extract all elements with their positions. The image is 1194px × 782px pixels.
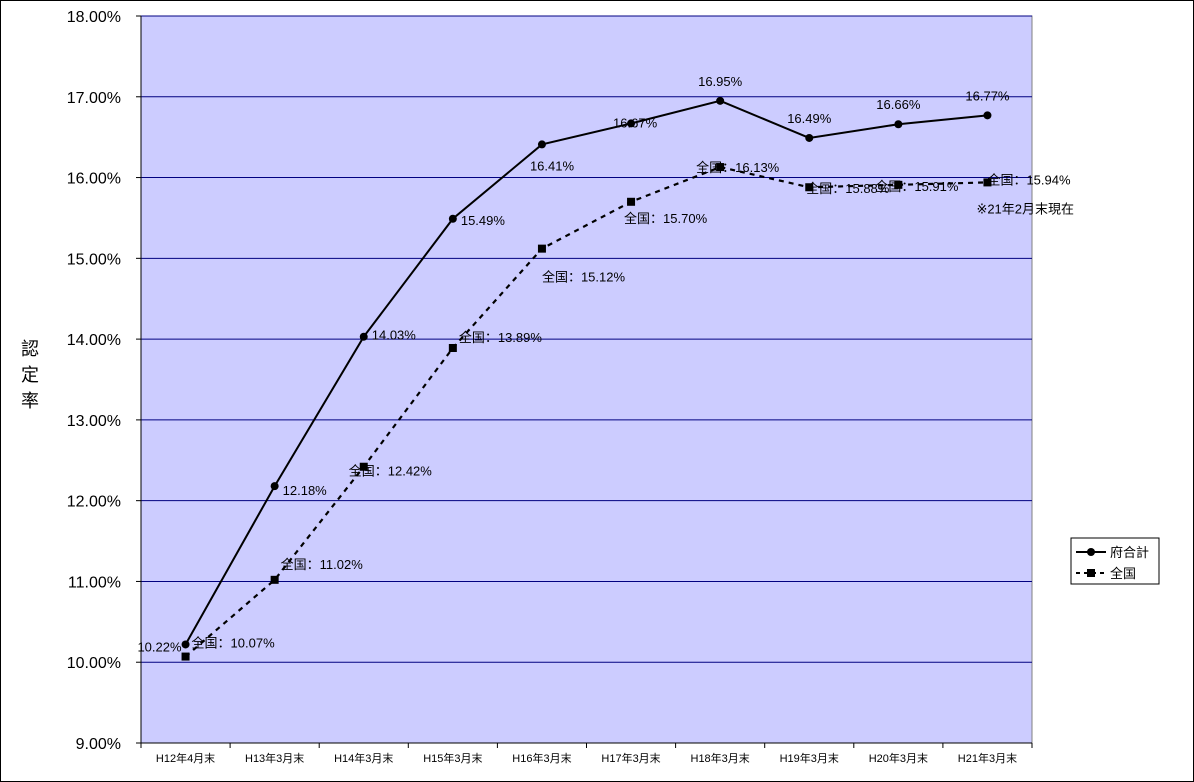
x-tick-label: H16年3月末 [512, 751, 571, 765]
data-label: 全国：15.94% [987, 172, 1071, 187]
data-label: 全国：15.91% [875, 179, 959, 194]
point-marker [627, 197, 636, 206]
x-tick-label: H13年3月末 [245, 751, 304, 765]
series-line-1 [184, 165, 988, 658]
point-marker [448, 214, 457, 223]
plot-area [140, 15, 1033, 744]
point-marker [894, 180, 903, 189]
data-label: 15.49% [461, 213, 506, 228]
point-marker [805, 183, 814, 192]
data-label: 16.67% [613, 115, 658, 130]
data-label: 全国：10.07% [192, 636, 276, 651]
point-marker [627, 119, 636, 128]
point-marker [181, 652, 190, 661]
data-label: 16.95% [698, 74, 743, 89]
legend-marker [1087, 548, 1095, 556]
legend-marker [1087, 569, 1095, 577]
series-line-0 [184, 99, 988, 645]
data-label: 16.49% [787, 111, 832, 126]
point-marker [270, 482, 279, 491]
point-marker [894, 120, 903, 129]
data-label: 全国：12.42% [349, 464, 433, 479]
data-label: 16.41% [530, 158, 575, 173]
data-label: 全国：15.12% [542, 270, 626, 285]
x-tick-label: H15年3月末 [423, 751, 482, 765]
data-label: 12.18% [283, 483, 328, 498]
x-tick-label: H12年4月末 [156, 751, 215, 765]
y-tick-label: 9.00% [76, 736, 121, 753]
point-marker [448, 343, 457, 352]
x-tick-label: H17年3月末 [601, 751, 660, 765]
y-axis-label: 認定率 [21, 339, 39, 411]
data-label: 全国：13.89% [459, 330, 543, 345]
x-tick-label: H21年3月末 [958, 751, 1017, 765]
y-tick-label: 14.00% [67, 332, 121, 349]
legend-label: 全国 [1110, 566, 1136, 581]
point-marker [359, 462, 368, 471]
point-marker [805, 133, 814, 142]
y-tick-label: 13.00% [67, 413, 121, 430]
data-label: 14.03% [372, 328, 417, 343]
data-label: 全国：11.02% [281, 557, 364, 572]
point-marker [983, 111, 992, 120]
x-tick-label: H14年3月末 [334, 751, 393, 765]
legend-box [1070, 537, 1160, 585]
y-tick-label: 10.00% [67, 655, 121, 672]
data-label: 10.22% [137, 639, 182, 654]
y-tick-label: 17.00% [67, 90, 121, 107]
y-axis-ticks: 9.00% 10.00% 11.00% 12.00% 13.00% 14.00% 15.00… [67, 9, 141, 753]
point-marker [359, 332, 368, 341]
data-label: 全国：15.70% [624, 211, 708, 226]
series-group [181, 96, 992, 661]
point-marker [716, 163, 725, 172]
y-tick-label: 15.00% [67, 251, 121, 268]
y-tick-label: 18.00% [67, 9, 121, 26]
data-label: 全国：15.88% [806, 181, 890, 196]
y-tick-label: 16.00% [67, 171, 121, 188]
y-tick-label: 11.00% [68, 574, 121, 591]
point-marker [716, 96, 725, 105]
gridlines [140, 15, 1032, 744]
data-label: 16.66% [876, 97, 921, 112]
point-marker [537, 140, 546, 149]
annotation-note: ※21年2月末現在 [976, 201, 1074, 216]
y-tick-label: 12.00% [67, 494, 121, 511]
point-marker [983, 178, 992, 187]
x-tick-label: H19年3月末 [780, 751, 839, 765]
x-tick-label: H18年3月末 [691, 751, 750, 765]
x-tick-label: H20年3月末 [869, 751, 928, 765]
point-marker [270, 575, 279, 584]
data-label: 16.77% [965, 88, 1010, 103]
point-marker [537, 244, 546, 253]
point-marker [181, 640, 190, 649]
x-axis-ticks: H12年4月末 H13年3月末 H14年3月末 H15年3月末 H16年3月末 H17年3… [140, 743, 1033, 765]
data-labels: 10.22% 12.18% 14.03% 15.49% 16.41% 16.67% 16.9… [137, 74, 1071, 655]
legend-label: 府合計 [1110, 545, 1149, 560]
data-label: 全国：16.13% [696, 160, 780, 175]
